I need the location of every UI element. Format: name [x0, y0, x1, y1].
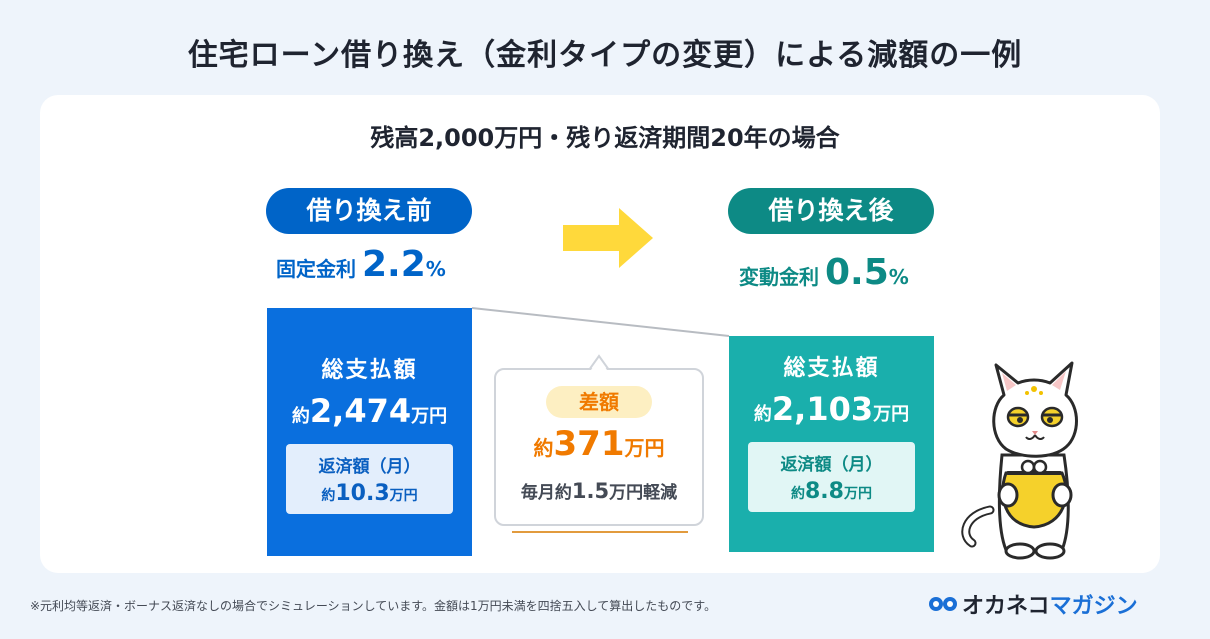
after-monthly-value: 8.8: [805, 479, 844, 504]
before-monthly-amount: 約10.3万円: [286, 481, 453, 506]
before-monthly-unit: 万円: [389, 488, 418, 504]
difference-monthly-suffix: 万円軽減: [609, 483, 678, 503]
page-title: 住宅ローン借り換え（金利タイプの変更）による減額の一例: [187, 38, 1023, 73]
after-rate-label: 変動金利: [739, 265, 819, 289]
before-total-card: 総支払額 約2,474万円 返済額（月） 約10.3万円: [267, 308, 472, 556]
before-monthly-value: 10.3: [335, 481, 390, 506]
after-monthly-amount: 約8.8万円: [748, 479, 915, 504]
difference-badge: 差額: [546, 386, 652, 418]
footnote: ※元利均等返済・ボーナス返済なしの場合でシミュレーションしています。金額は1万円…: [30, 599, 717, 613]
difference-prefix: 約: [533, 436, 554, 460]
before-rate-unit: %: [425, 257, 446, 281]
difference-monthly-prefix: 毎月約: [520, 483, 572, 503]
logo-text-main: オカネコ: [962, 594, 1050, 619]
arrow-right-icon: [563, 208, 653, 268]
difference-value: 371: [553, 424, 625, 464]
after-monthly-box: 返済額（月） 約8.8万円: [748, 442, 915, 512]
after-monthly-label: 返済額（月）: [780, 455, 883, 475]
before-rate-label: 固定金利: [276, 257, 356, 281]
after-total-amount: 約2,103万円: [729, 390, 934, 428]
after-total-prefix: 約: [753, 404, 772, 425]
before-card-title: 総支払額: [321, 358, 418, 383]
after-total-unit: 万円: [873, 404, 910, 425]
after-rate-unit: %: [888, 265, 909, 289]
before-monthly-label: 返済額（月）: [318, 457, 421, 477]
before-total-value: 2,474: [309, 392, 412, 430]
after-rate: 変動金利 0.5%: [739, 252, 909, 293]
difference-unit: 万円: [624, 436, 665, 460]
logo-text-accent: マガジン: [1049, 594, 1138, 619]
logo-text: オカネコマガジン: [962, 588, 1138, 620]
before-total-prefix: 約: [291, 406, 310, 427]
scenario-subtitle: 残高2,000万円・残り返済期間20年の場合: [370, 124, 840, 152]
after-rate-value: 0.5: [825, 252, 889, 293]
after-monthly-prefix: 約: [791, 486, 805, 502]
before-monthly-box: 返済額（月） 約10.3万円: [286, 444, 453, 514]
before-monthly-prefix: 約: [321, 488, 336, 504]
difference-amount: 約371万円: [496, 424, 702, 464]
after-total-value: 2,103: [771, 390, 874, 428]
after-total-card: 総支払額 約2,103万円 返済額（月） 約8.8万円: [729, 336, 934, 552]
before-refinance-label: 借り換え前: [266, 188, 472, 234]
after-card-title: 総支払額: [783, 356, 880, 381]
difference-underline: [512, 531, 688, 533]
brand-logo[interactable]: オカネコマガジン: [928, 588, 1138, 620]
before-total-amount: 約2,474万円: [267, 392, 472, 430]
before-rate: 固定金利 2.2%: [276, 244, 446, 285]
callout-notch-fill: [591, 358, 607, 370]
difference-callout: 差額 約371万円 毎月約1.5万円軽減: [494, 368, 704, 526]
difference-monthly-value: 1.5: [571, 479, 610, 503]
before-rate-value: 2.2: [362, 244, 426, 285]
difference-monthly: 毎月約1.5万円軽減: [496, 478, 702, 503]
logo-mark-icon: [929, 597, 957, 611]
after-monthly-unit: 万円: [843, 486, 872, 502]
cat-mascot-icon: [961, 361, 1078, 560]
after-refinance-label: 借り換え後: [728, 188, 934, 234]
before-total-unit: 万円: [411, 406, 448, 427]
